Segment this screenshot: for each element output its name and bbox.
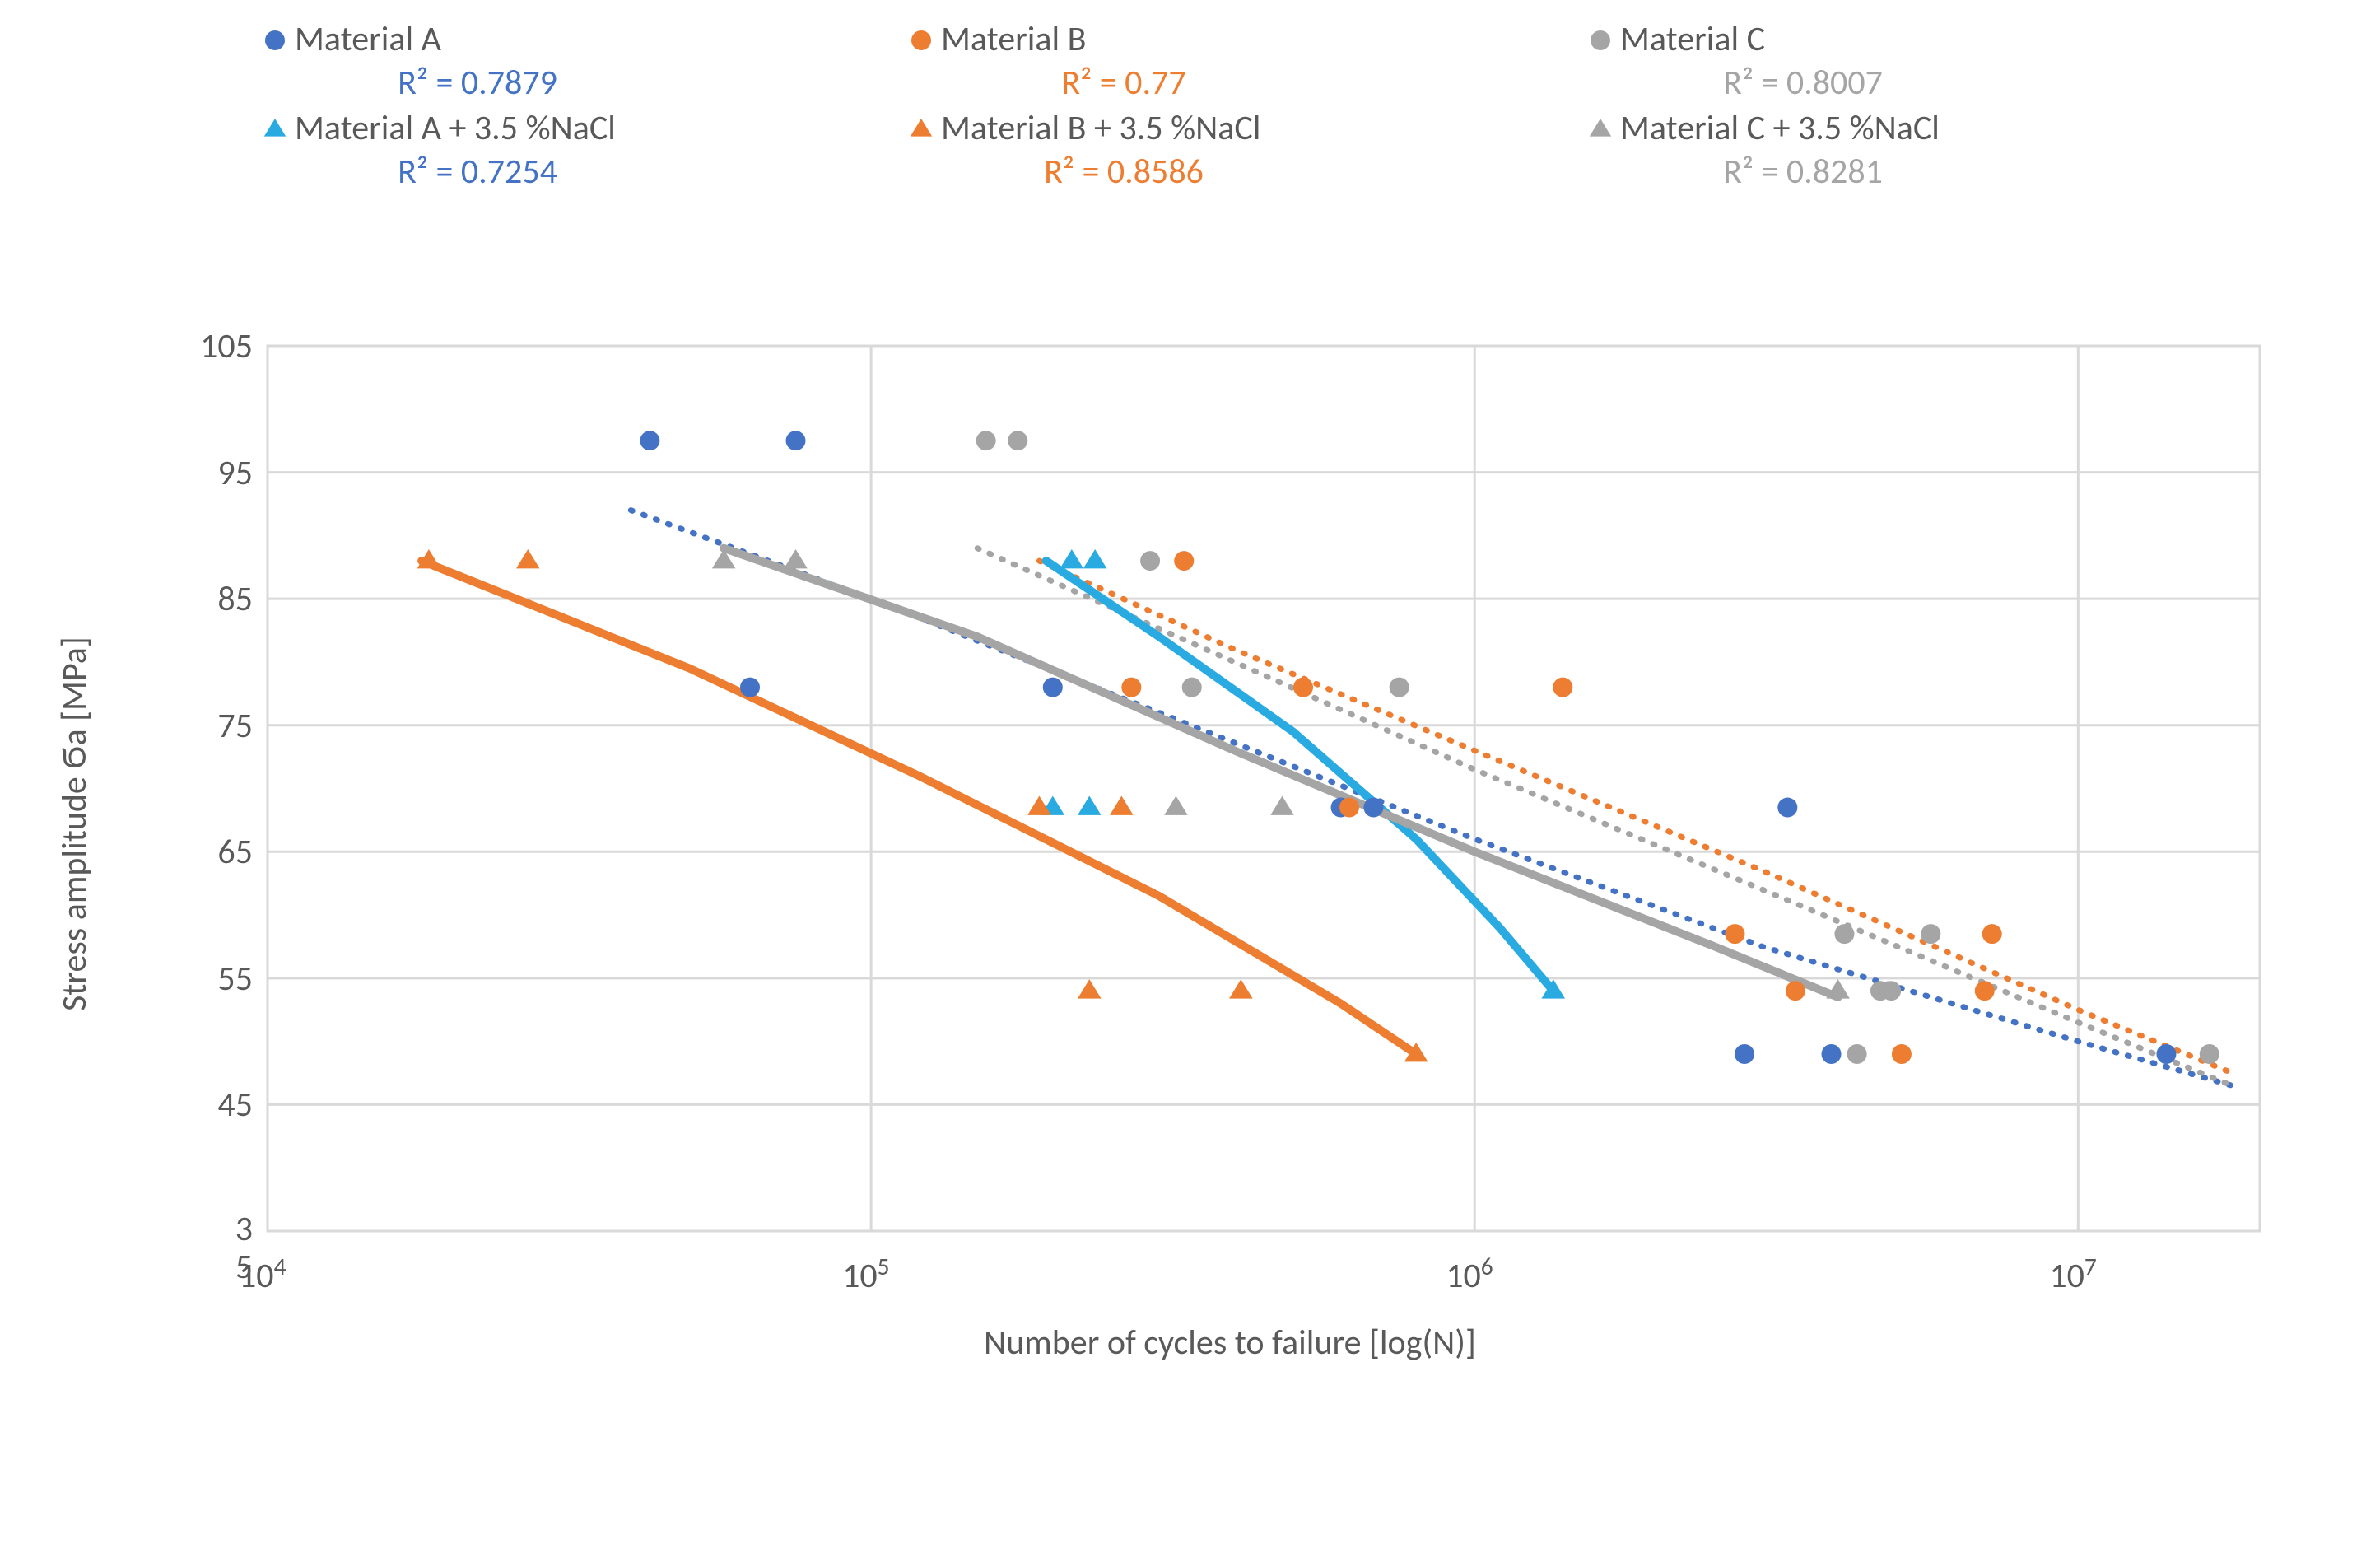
r2-matC: R² = 0.8007 <box>1630 61 1976 105</box>
point-matC_nacl <box>1826 979 1850 998</box>
point-matC <box>976 431 996 450</box>
point-matC <box>1008 431 1027 450</box>
ytick-label: 75 <box>217 705 253 747</box>
point-matC <box>1140 551 1160 571</box>
ytick-label: 65 <box>217 831 253 873</box>
plot-border <box>268 346 2260 1231</box>
point-matB <box>1293 678 1313 697</box>
legend-marker-matC_nacl <box>1581 108 1620 147</box>
xtick-label: 106 <box>1446 1252 1493 1297</box>
xtick-label: 104 <box>239 1252 286 1297</box>
legend-marker-shape <box>911 119 932 137</box>
chart-root: 35455565758595105104105106107Number of c… <box>0 0 2380 1544</box>
legend-marker-shape <box>1590 119 1611 137</box>
trendline-matB_nacl <box>422 561 1416 1054</box>
point-matB <box>1892 1044 1912 1064</box>
legend-entry-matC_nacl: Material C + 3.5 %NaCl <box>1581 105 1940 150</box>
r2-matA_nacl: R² = 0.7254 <box>305 150 650 194</box>
legend-marker-shape <box>1591 30 1610 50</box>
r2-matB_nacl: R² = 0.8586 <box>951 150 1297 194</box>
point-matA_nacl <box>1060 549 1084 568</box>
legend-marker-matC <box>1581 19 1620 58</box>
legend-entry-matB_nacl: Material B + 3.5 %NaCl <box>901 105 1260 150</box>
xtick-label: 107 <box>2049 1252 2096 1297</box>
legend-label-matB_nacl: Material B + 3.5 %NaCl <box>941 107 1260 149</box>
point-matA <box>740 678 760 697</box>
ytick-label: 55 <box>217 958 253 1000</box>
legend-marker-matA_nacl <box>255 108 295 147</box>
point-matB <box>1975 981 1995 1001</box>
point-matC_nacl <box>1164 795 1188 814</box>
point-matC <box>2200 1044 2219 1064</box>
point-matA <box>1822 1044 1842 1064</box>
ytick-label: 85 <box>217 578 253 620</box>
legend-marker-shape <box>265 30 285 50</box>
ytick-label: 95 <box>217 452 253 494</box>
point-matC <box>1921 924 1940 944</box>
point-matB <box>1174 551 1194 571</box>
trendline-matC_nacl <box>724 548 1837 997</box>
point-matA <box>1363 798 1383 818</box>
point-matB <box>1725 924 1744 944</box>
legend-label-matC: Material C <box>1620 18 1765 60</box>
point-matB_nacl <box>1110 795 1134 814</box>
point-matA <box>1735 1044 1754 1064</box>
y-axis-label: Stress amplitude Ϭa [MPa] <box>54 637 95 1011</box>
point-matA <box>786 431 806 450</box>
legend-marker-matA <box>255 19 295 58</box>
point-matB <box>1121 678 1141 697</box>
point-matA_nacl <box>1083 549 1107 568</box>
xtick-label: 105 <box>842 1252 889 1297</box>
x-axis-label: Number of cycles to failure [log(N)] <box>984 1322 1476 1364</box>
point-matA <box>640 431 659 450</box>
point-matB <box>1339 798 1359 818</box>
point-matB_nacl <box>516 549 540 568</box>
legend-entry-matA_nacl: Material A + 3.5 %NaCl <box>255 105 616 150</box>
point-matC <box>1881 981 1901 1001</box>
r2-matA: R² = 0.7879 <box>305 61 650 105</box>
point-matC <box>1834 924 1854 944</box>
chart-svg <box>0 0 2380 1544</box>
ytick-label: 45 <box>217 1084 253 1126</box>
point-matB_nacl <box>1229 979 1253 998</box>
point-matC <box>1847 1044 1867 1064</box>
point-matC_nacl <box>784 549 808 568</box>
r2-matB: R² = 0.77 <box>951 61 1297 105</box>
point-matA <box>1777 798 1797 818</box>
point-matC <box>1390 678 1409 697</box>
point-matA_nacl <box>1078 795 1102 814</box>
legend-marker-shape <box>911 30 931 50</box>
legend-entry-matB: Material B <box>901 16 1087 61</box>
point-matB <box>1553 678 1572 697</box>
legend-marker-matB_nacl <box>901 108 941 147</box>
legend-marker-matB <box>901 19 941 58</box>
point-matA <box>1043 678 1063 697</box>
point-matB_nacl <box>1078 979 1102 998</box>
point-matB <box>1982 924 2002 944</box>
r2-matC_nacl: R² = 0.8281 <box>1630 150 1976 194</box>
trendline-matB <box>1039 561 2232 1073</box>
legend-label-matA_nacl: Material A + 3.5 %NaCl <box>295 107 616 149</box>
legend-marker-shape <box>264 119 286 137</box>
ytick-label: 105 <box>200 325 253 367</box>
legend-label-matA: Material A <box>295 18 441 60</box>
legend-entry-matC: Material C <box>1581 16 1765 61</box>
legend-label-matB: Material B <box>941 18 1087 60</box>
legend-label-matC_nacl: Material C + 3.5 %NaCl <box>1620 107 1940 149</box>
point-matA <box>2156 1044 2176 1064</box>
point-matC <box>1182 678 1202 697</box>
trendline-matC <box>977 548 2232 1086</box>
point-matC_nacl <box>1270 795 1294 814</box>
legend-entry-matA: Material A <box>255 16 441 61</box>
point-matB <box>1786 981 1805 1001</box>
